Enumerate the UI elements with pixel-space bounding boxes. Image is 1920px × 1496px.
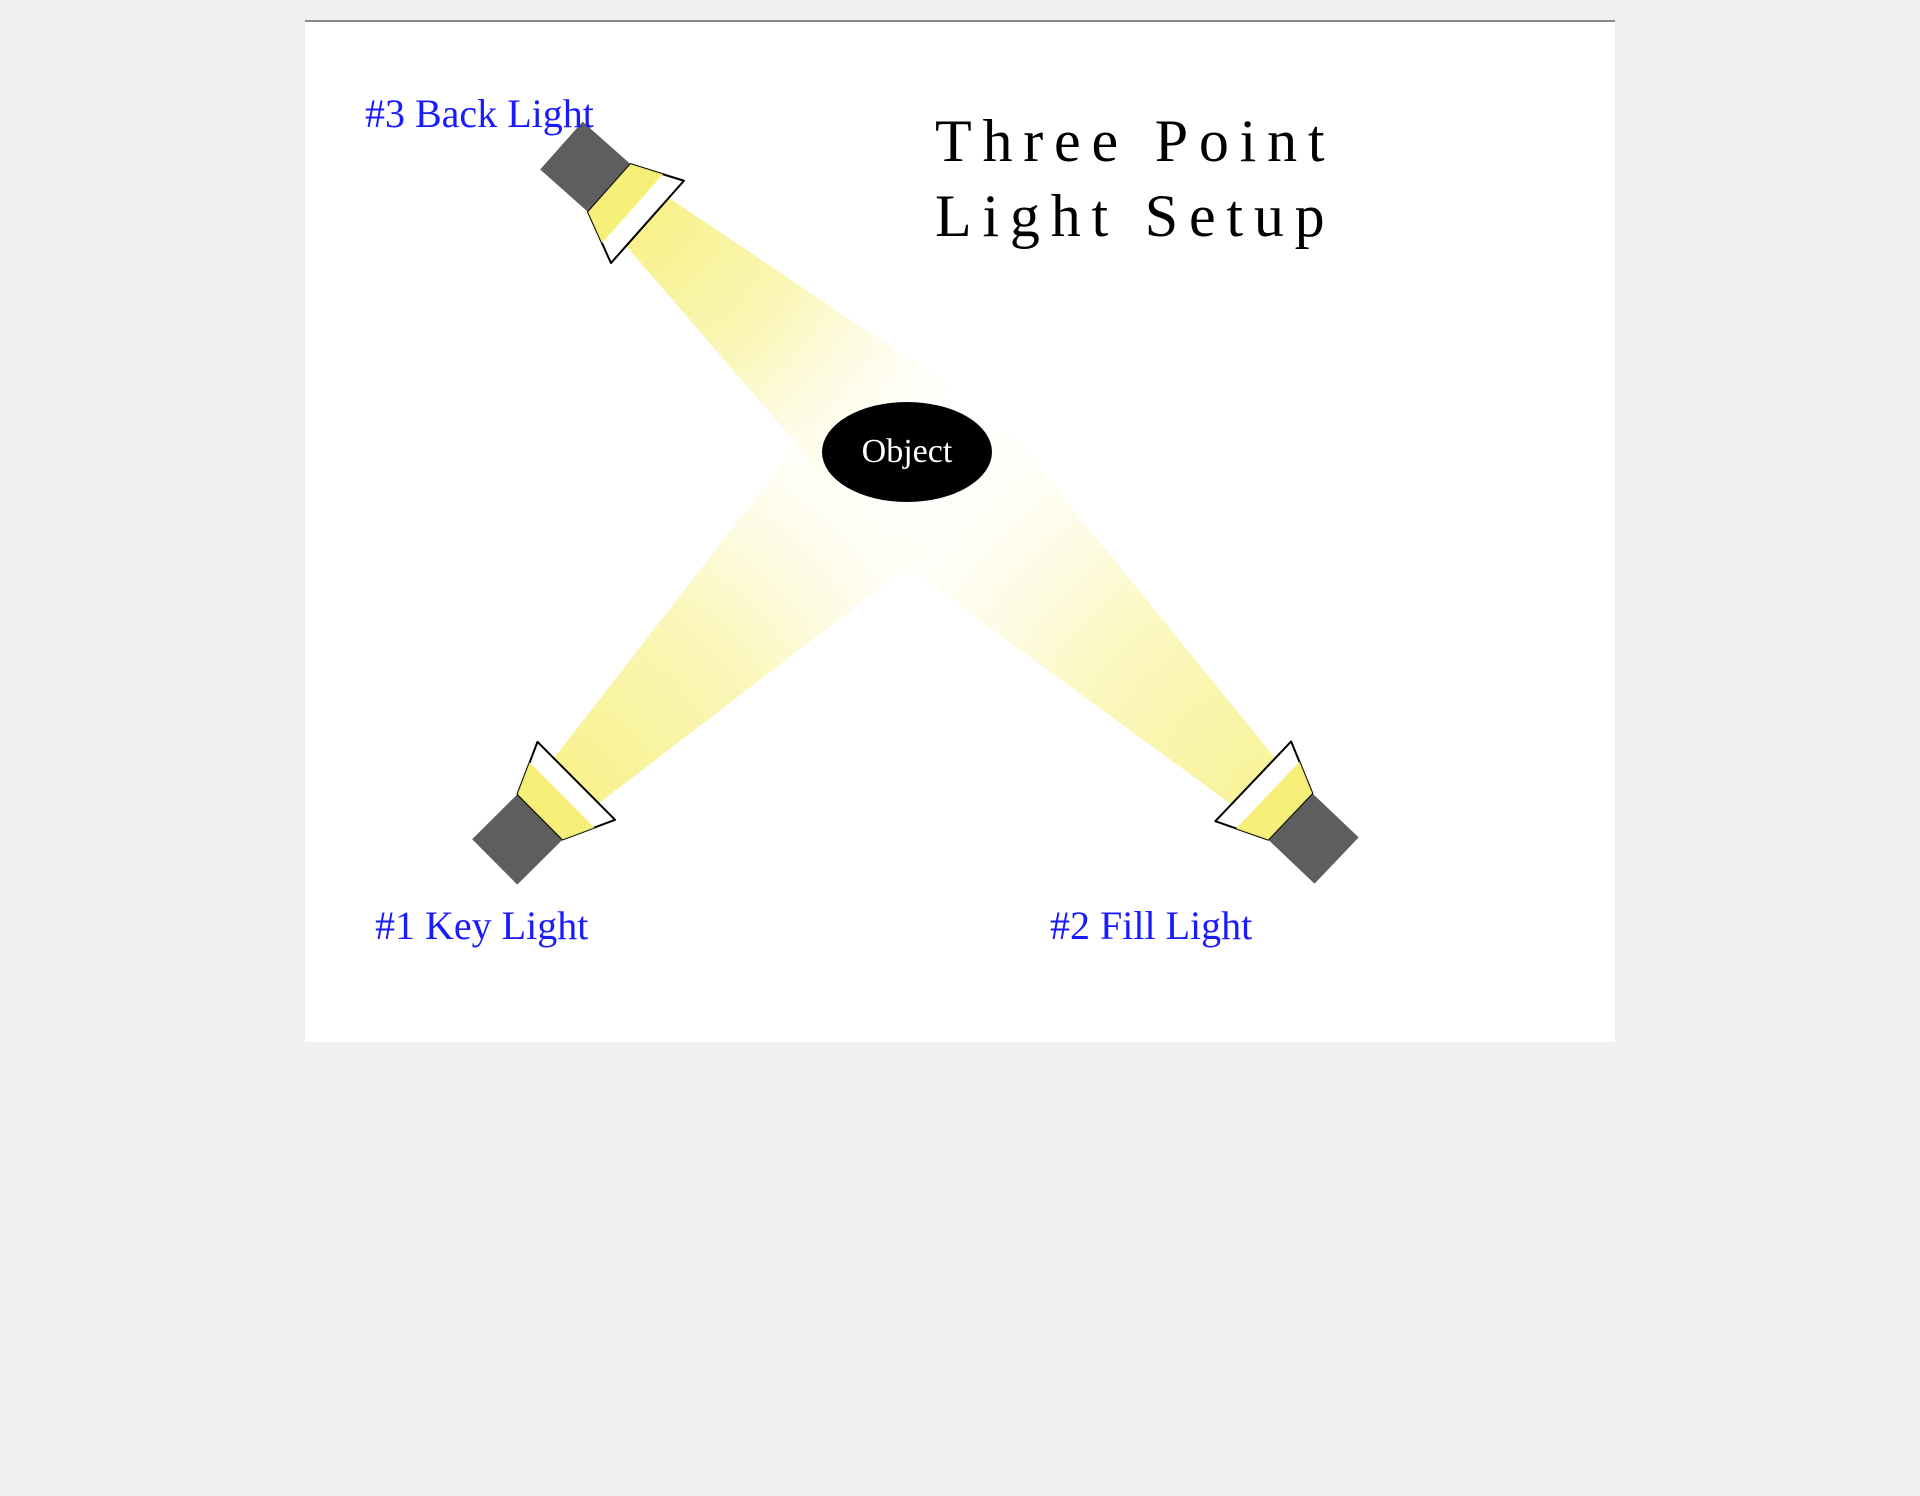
page: Three Point Light Setup Object #3 Back L… <box>0 0 1920 1496</box>
diagram-title-line2: Light Setup <box>935 182 1335 251</box>
diagram-title-line1: Three Point <box>935 107 1335 176</box>
back-light-label: #3 Back Light <box>365 90 594 137</box>
diagram-canvas: Three Point Light Setup Object #3 Back L… <box>305 20 1615 1042</box>
key-light-label: #1 Key Light <box>375 902 588 949</box>
object-label: Object <box>862 433 953 471</box>
fill-light-label: #2 Fill Light <box>1050 902 1252 949</box>
